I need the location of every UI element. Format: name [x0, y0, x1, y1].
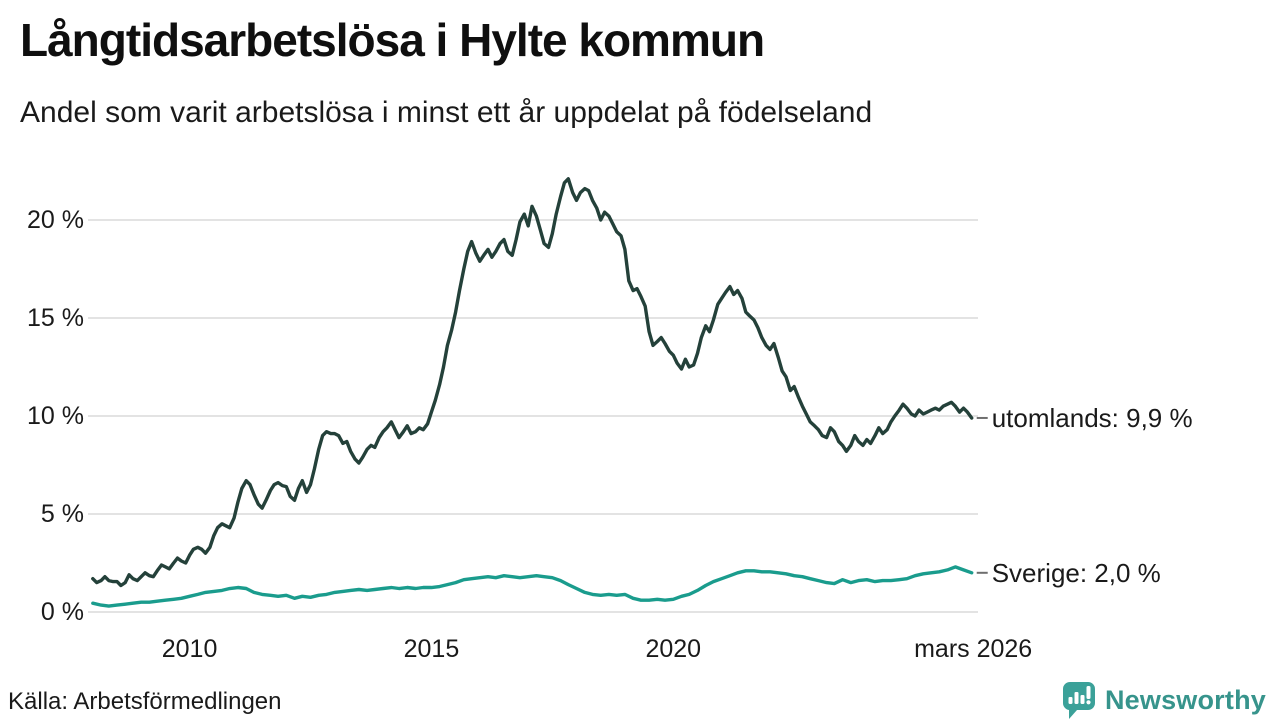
series-line-utomlands	[91, 177, 974, 588]
brand-logo: Newsworthy	[1061, 680, 1266, 720]
x-tick-label: 2010	[161, 635, 218, 663]
source-note: Källa: Arbetsförmedlingen	[8, 688, 282, 715]
chart-subtitle: Andel som varit arbetslösa i minst ett å…	[20, 96, 873, 129]
x-tick-label: 2015	[403, 635, 460, 663]
newsworthy-icon	[1062, 682, 1095, 719]
series-label-Sverige: Sverige: 2,0 %	[991, 557, 1161, 588]
x-tick-label: mars 2026	[914, 635, 1033, 663]
y-tick-label: 0 %	[40, 598, 84, 626]
brand-name: Newsworthy	[1104, 684, 1266, 715]
page-title: Långtidsarbetslösa i Hylte kommun	[20, 14, 765, 66]
x-tick-label: 2020	[645, 635, 702, 663]
series-line-Sverige	[91, 565, 974, 608]
series-label-utomlands: utomlands: 9,9 %	[991, 402, 1193, 433]
y-tick-label: 15 %	[27, 304, 84, 332]
y-tick-label: 20 %	[27, 206, 84, 234]
y-tick-label: 10 %	[27, 402, 84, 430]
y-tick-label: 5 %	[40, 500, 84, 528]
